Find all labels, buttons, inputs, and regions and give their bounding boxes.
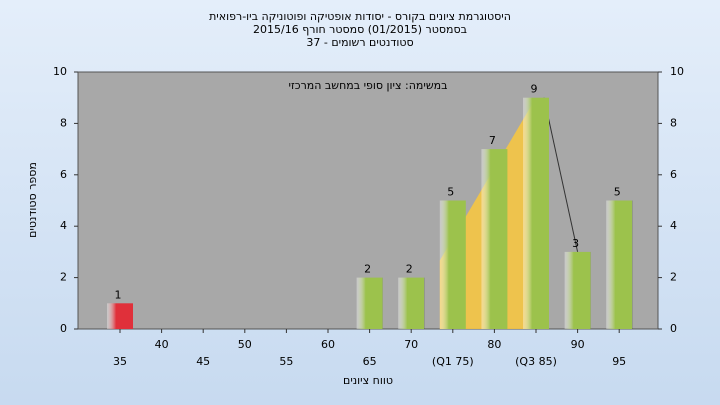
y-tick-label: 8 xyxy=(60,116,67,129)
y2-tick-label: 4 xyxy=(670,219,677,232)
value-label: 2 xyxy=(406,263,413,276)
title-line: בסמסטר (01/2015) סמסטר חורף 2015/16 xyxy=(253,23,467,36)
bar xyxy=(356,277,383,329)
x-tick-label: 80 xyxy=(487,338,501,351)
y-tick-label: 4 xyxy=(60,219,67,232)
value-label: 2 xyxy=(364,263,371,276)
x-tick-label: 65 xyxy=(363,355,377,368)
x-tick-label: 45 xyxy=(196,355,210,368)
y2-tick-label: 10 xyxy=(670,65,684,78)
bar xyxy=(439,200,466,329)
bar xyxy=(606,200,633,329)
value-label: 1 xyxy=(115,288,122,301)
bar xyxy=(564,251,591,329)
y-tick-label: 2 xyxy=(60,271,67,284)
x-tick-label: 35 xyxy=(113,355,127,368)
y-tick-label: 10 xyxy=(53,65,67,78)
y2-tick-label: 2 xyxy=(670,271,677,284)
value-label: 3 xyxy=(572,237,579,250)
bar xyxy=(398,277,425,329)
subtitle: במשימה: ציון סופי במחשב המרכזי xyxy=(288,79,447,92)
value-label: 5 xyxy=(447,186,454,199)
title-line: היסטוגרמת ציונים בקורס - יסודות אופטיקה … xyxy=(209,10,511,23)
value-label: 5 xyxy=(614,186,621,199)
value-label: 7 xyxy=(489,134,496,147)
value-label: 9 xyxy=(531,83,538,96)
y2-tick-label: 6 xyxy=(670,168,677,181)
bar xyxy=(523,97,549,329)
title-line: סטודנטים רשומים - 37 xyxy=(306,36,413,49)
x-tick-label: 40 xyxy=(155,338,169,351)
y2-tick-label: 0 xyxy=(670,322,677,335)
bar xyxy=(481,149,508,329)
x-tick-label: (Q1 75) xyxy=(432,355,474,368)
y-tick-label: 6 xyxy=(60,168,67,181)
x-tick-label: 50 xyxy=(238,338,252,351)
x-tick-label: 70 xyxy=(404,338,418,351)
x-tick-label: 60 xyxy=(321,338,335,351)
x-tick-label: 90 xyxy=(571,338,585,351)
bar xyxy=(107,303,133,329)
y2-tick-label: 8 xyxy=(670,116,677,129)
x-axis-label: טווח ציונים xyxy=(343,374,393,387)
y-axis-label: מספר סטודנטים xyxy=(26,162,39,238)
x-tick-label: 55 xyxy=(279,355,293,368)
x-tick-label: 95 xyxy=(612,355,626,368)
x-tick-label: (Q3 85) xyxy=(515,355,557,368)
y-tick-label: 0 xyxy=(60,322,67,335)
median-line xyxy=(543,97,579,253)
